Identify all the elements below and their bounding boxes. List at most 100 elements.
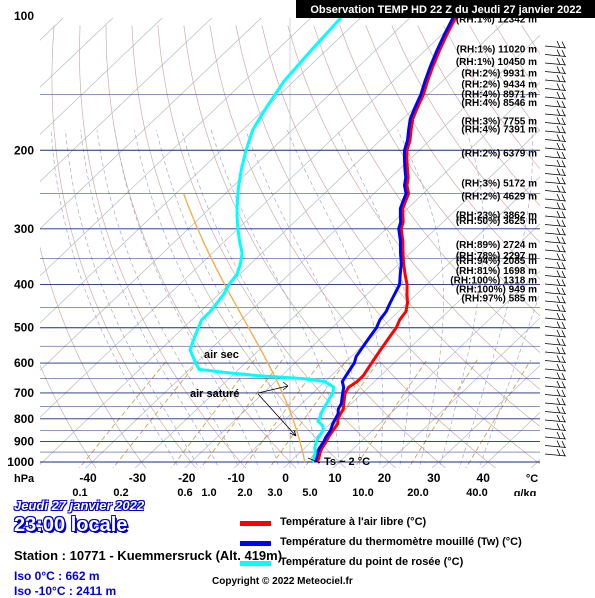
mixing-ratio-line: [78, 359, 168, 468]
isotherm-line: [40, 18, 114, 88]
arrow-ts: [307, 457, 321, 464]
wind-barb-icon: [544, 66, 567, 74]
footer-panel: Jeudi 27 janvier 2022 23:00 locale Stati…: [0, 496, 595, 598]
dry-adiabat-line: [51, 25, 197, 468]
dry-adiabat-line: [391, 25, 540, 244]
y-tick-label: 100: [14, 9, 34, 23]
wind-barb-icon: [544, 312, 567, 321]
y-tick-label: 800: [14, 412, 34, 426]
legend-swatch-temperature: [240, 521, 271, 526]
mixing-ratio-tick-label: 10.0: [352, 487, 373, 496]
wind-barb-icon: [544, 372, 567, 380]
mixing-ratio-tick-label: 1.0: [201, 487, 216, 496]
rh-level-label: (RH:1%) 11020 m: [456, 44, 537, 55]
dry-adiabat-line: [287, 25, 540, 390]
annotation-air-sature: air saturé: [190, 388, 240, 400]
mixing-ratio-tick-label: 20.0: [407, 487, 428, 496]
wind-barb-icon: [544, 329, 567, 338]
rh-level-label: (RH:1%) 12342 m: [456, 14, 537, 25]
rh-level-label: (RH:1%) 10450 m: [456, 57, 537, 68]
rh-level-label: (RH:23%) 3862 m: [456, 210, 537, 221]
rh-level-label: (RH:3%) 7755 m: [461, 117, 537, 128]
wind-barb-icon: [544, 338, 567, 346]
wind-barb-icon: [544, 134, 567, 142]
series-line-1: [313, 18, 455, 463]
moist-adiabat-line: [210, 129, 340, 468]
isotherm-line: [40, 18, 213, 183]
mixing-ratio-line: [354, 359, 428, 468]
moist-adiabat-line: [50, 129, 180, 468]
rh-level-label: (RH:4%) 8546 m: [461, 98, 537, 109]
wind-barb-icon: [544, 363, 567, 372]
isotherm-line: [382, 317, 540, 468]
series-line-2: [188, 18, 343, 463]
mixing-ratio-tick-label: 40.0: [466, 487, 487, 496]
x-tick-label: 30: [427, 471, 441, 485]
mixing-ratio-tick-label: 5.0: [302, 487, 317, 496]
mixing-ratio-tick-label: 0.6: [177, 487, 192, 496]
rh-level-label: (RH:89%) 2724 m: [456, 240, 537, 251]
moist-adiabat-line: [134, 129, 280, 468]
isobars: [40, 94, 540, 463]
mixing-ratio-line: [242, 359, 323, 468]
wind-barb-icon: [544, 168, 567, 176]
copyright-label: Copyright © 2022 Meteociel.fr: [212, 576, 353, 587]
rh-level-label: (RH:78%) 2297 m: [456, 251, 537, 262]
legend-text-wet-bulb: Température du thermomètre mouillé (Tw) …: [280, 536, 522, 548]
isotherm-line: [40, 18, 361, 324]
wind-barb-icon: [544, 83, 567, 91]
moist-adiabat-line: [336, 129, 411, 468]
isotherm-line: [233, 176, 540, 468]
rh-level-label: (RH:50%) 3625 m: [456, 216, 537, 227]
mixing-ratio-tick-label: 2.0: [237, 487, 252, 496]
station-label: Station : 10771 - Kuemmersruck (Alt. 419…: [14, 548, 283, 563]
isotherm-line: [283, 223, 540, 468]
dry-adiabat-line: [209, 25, 497, 468]
wind-barb-icon: [544, 49, 567, 57]
x-tick-label: -40: [79, 471, 97, 485]
rh-level-label: (RH:4%) 7391 m: [461, 125, 537, 136]
rh-level-label: (RH:4%) 8971 m: [461, 89, 537, 100]
rh-level-label: (RH:81%) 1698 m: [456, 266, 537, 277]
wind-barb-icon: [544, 355, 567, 363]
wind-barb-icon: [544, 176, 567, 185]
wind-barb-icon: [544, 278, 567, 287]
wind-barb-icon: [544, 219, 567, 227]
y-tick-label: 200: [14, 143, 34, 157]
wind-barb-icon: [544, 414, 567, 423]
wind-barb-icon: [544, 253, 567, 261]
legend-swatch-wet-bulb: [240, 541, 271, 546]
x-tick-label: 10: [328, 471, 342, 485]
wind-barb-icon: [544, 287, 567, 295]
dry-adiabat-line: [235, 25, 540, 465]
rh-level-label: (RH:2%) 6379 m: [461, 149, 537, 160]
dry-adiabat-line: [40, 246, 147, 468]
y-tick-label: 700: [14, 386, 34, 400]
dry-adiabat-line: [417, 25, 540, 207]
wind-barb-icon: [544, 389, 567, 397]
mixing-ratio-line: [408, 359, 478, 468]
wind-barb-icon: [544, 397, 567, 406]
dry-adiabat-line: [365, 25, 540, 280]
moist-adiabat-line: [478, 291, 540, 468]
arrow-saturated-lower: [257, 393, 297, 437]
chart-title: Observation TEMP HD 22 Z du Jeudi 27 jan…: [310, 4, 581, 16]
wind-barb-icon: [544, 227, 567, 236]
y-axis-label: hPa: [14, 473, 35, 485]
moist-adiabat-line: [397, 129, 444, 468]
isotherm-line: [85, 34, 540, 468]
sounding-curves: [188, 18, 458, 463]
isotherm-line: [134, 81, 540, 468]
wind-barb-icon: [544, 40, 567, 49]
dry-adiabat-line: [339, 25, 540, 317]
rh-level-label: (RH:97%) 585 m: [461, 294, 537, 305]
wind-barb-icon: [544, 244, 567, 253]
iso0-label: Iso 0°C : 662 m: [14, 569, 100, 583]
wind-barb-icon: [544, 202, 567, 210]
wind-barb-icon: [544, 304, 567, 312]
wind-barb-icon: [544, 142, 567, 151]
dry-adiabat-line: [261, 25, 540, 427]
wind-barb-icon: [544, 91, 567, 100]
mixing-ratio-line: [303, 359, 381, 468]
